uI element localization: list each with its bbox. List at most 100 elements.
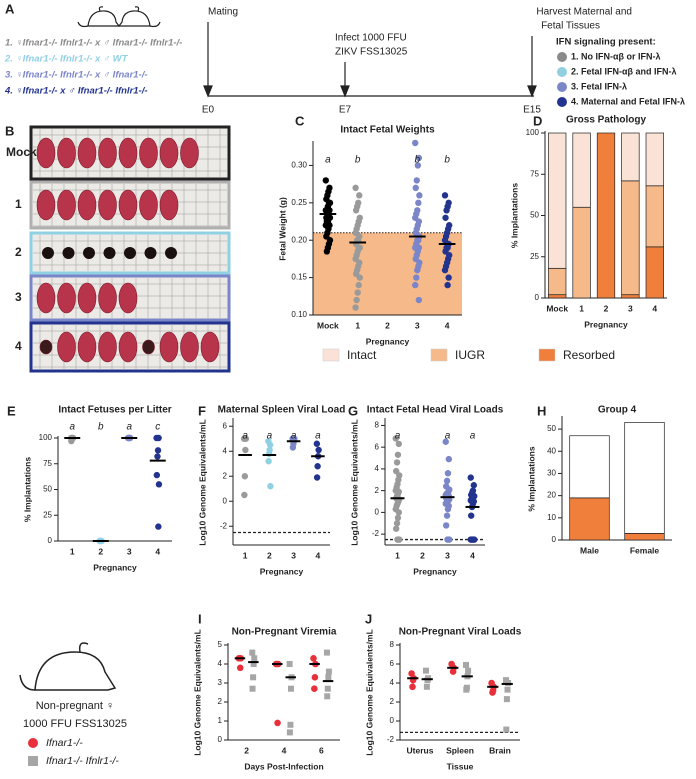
significance-letter: b bbox=[415, 155, 421, 166]
y-tick-label: 0 bbox=[218, 735, 223, 744]
row-label: 1 bbox=[15, 197, 22, 211]
legend-label: IUGR bbox=[455, 348, 485, 362]
y-axis-label: Fetal Weight (g) bbox=[277, 197, 287, 261]
y-tick-label: 4 bbox=[375, 464, 380, 473]
y-tick-label: 0 bbox=[223, 496, 228, 505]
bar-segment bbox=[572, 206, 591, 299]
fetus bbox=[57, 282, 76, 314]
bar-segment bbox=[621, 180, 640, 296]
point bbox=[289, 444, 297, 451]
point bbox=[323, 649, 330, 656]
point bbox=[313, 474, 321, 481]
fetus bbox=[62, 247, 75, 259]
point bbox=[414, 266, 421, 274]
significance-letter: b bbox=[98, 422, 104, 433]
x-tick-label: Mock bbox=[546, 303, 568, 313]
legend-label: Ifnar1-/- Ifnlr1-/- bbox=[46, 755, 119, 767]
y-axis-label: % Implantations bbox=[509, 183, 519, 248]
y-tick-label: 0 bbox=[535, 293, 540, 302]
fetus bbox=[118, 189, 138, 221]
bar-segment bbox=[621, 132, 640, 182]
point bbox=[442, 214, 449, 221]
legend-marker bbox=[28, 756, 38, 766]
y-tick-label: 100 bbox=[39, 433, 53, 442]
chart-title: Non-Pregnant Viral Loads bbox=[399, 627, 522, 638]
point bbox=[155, 434, 162, 442]
mouse-icons bbox=[77, 6, 161, 28]
y-tick-label: 6 bbox=[375, 442, 380, 451]
point bbox=[467, 474, 474, 481]
x-tick-label: 2 bbox=[267, 550, 272, 560]
bar-segment bbox=[596, 132, 616, 299]
point bbox=[323, 248, 331, 255]
x-tick-label: 3 bbox=[127, 546, 132, 556]
panel-label: A bbox=[5, 1, 15, 16]
significance-letter: a bbox=[291, 431, 297, 442]
point bbox=[445, 455, 453, 463]
point bbox=[324, 685, 331, 692]
point bbox=[413, 274, 420, 281]
y-tick-label: 10 bbox=[547, 513, 556, 522]
y-tick-label: 75 bbox=[530, 169, 539, 178]
point bbox=[441, 192, 449, 199]
event: ZIKV FSS13025 bbox=[335, 47, 408, 58]
bar-segment bbox=[572, 132, 591, 208]
legend-label: 4. Maternal and Fetal IFN-λ bbox=[571, 96, 685, 106]
threshold-area bbox=[313, 232, 462, 315]
panel-label: H bbox=[537, 403, 546, 418]
point bbox=[155, 523, 162, 530]
x-tick-label: 1 bbox=[355, 320, 360, 330]
timepoint: E7 bbox=[339, 105, 352, 116]
legend-label: Resorbed bbox=[563, 348, 615, 362]
point bbox=[314, 463, 321, 470]
x-axis-label: Pregnancy bbox=[413, 566, 457, 576]
legend-swatch bbox=[430, 348, 448, 362]
fetus bbox=[144, 247, 157, 259]
y-tick-label: 0 bbox=[552, 535, 557, 544]
point bbox=[412, 139, 419, 147]
panel-label: E bbox=[7, 403, 16, 418]
cross: 3. ♀Ifnar1-/- Ifnlr1-/- x ♂ Ifnar1-/- bbox=[5, 70, 148, 81]
y-tick-label: 2 bbox=[390, 697, 395, 706]
point bbox=[249, 685, 256, 692]
fetus bbox=[77, 331, 97, 363]
point bbox=[354, 289, 361, 296]
x-tick-label: 1 bbox=[395, 550, 400, 560]
x-tick-label: 1 bbox=[243, 550, 248, 560]
mouse-icon bbox=[19, 642, 117, 691]
y-tick-label: 30 bbox=[547, 469, 556, 478]
point bbox=[443, 512, 451, 519]
point bbox=[412, 281, 419, 289]
y-tick-label: 0.15 bbox=[291, 273, 307, 282]
point bbox=[463, 686, 470, 693]
event: Fetal Tissues bbox=[541, 21, 600, 32]
x-tick-label: 3 bbox=[291, 550, 296, 560]
legend-label: Intact bbox=[347, 348, 377, 362]
y-tick-label: 0 bbox=[375, 508, 380, 517]
x-tick-label: 2 bbox=[385, 320, 390, 330]
fetus bbox=[39, 339, 53, 355]
legend-swatch bbox=[322, 348, 340, 362]
point bbox=[352, 207, 360, 214]
point bbox=[241, 491, 248, 499]
point bbox=[444, 281, 451, 289]
panel-label: B bbox=[5, 123, 14, 138]
bar-segment bbox=[569, 435, 610, 499]
x-tick-label: 4 bbox=[155, 546, 160, 556]
point bbox=[287, 721, 294, 728]
point bbox=[356, 274, 363, 281]
point bbox=[251, 655, 258, 662]
chart-title: Non-Pregnant Viremia bbox=[232, 627, 337, 638]
x-axis-label: Days Post-Infection bbox=[244, 761, 323, 771]
point bbox=[470, 482, 478, 489]
fetus bbox=[142, 339, 155, 355]
y-tick-label: -2 bbox=[387, 735, 395, 744]
panel-label: F bbox=[198, 403, 206, 418]
y-tick-label: 2 bbox=[375, 486, 380, 495]
point bbox=[288, 685, 294, 692]
point bbox=[449, 668, 457, 675]
point bbox=[242, 446, 249, 454]
fetus bbox=[77, 282, 97, 314]
point bbox=[250, 661, 257, 667]
